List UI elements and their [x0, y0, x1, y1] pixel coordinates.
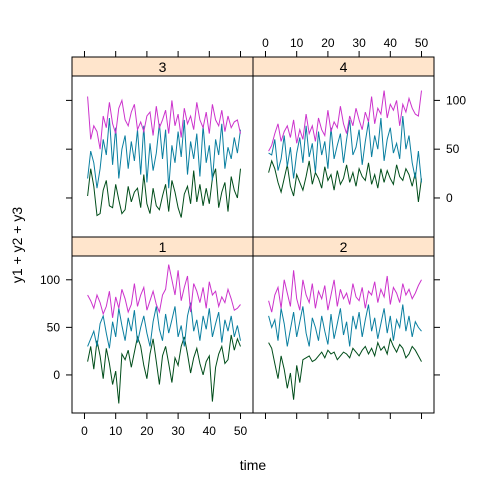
y-tick-label: 0 [53, 368, 60, 382]
series-line-y1-panel-4 [268, 159, 422, 202]
series-line-y2-panel-1 [87, 302, 241, 349]
series-line-y2-panel-2 [268, 304, 422, 347]
series-layer-3 [87, 96, 241, 218]
series-line-y1-panel-2 [268, 337, 422, 400]
strip-label-3: 3 [159, 59, 167, 75]
x-tick-label: 40 [384, 36, 398, 50]
panel-group-3: 3 [71, 56, 254, 238]
series-layer-1 [87, 264, 241, 404]
x-tick-label: 0 [262, 36, 269, 50]
series-line-y1-panel-3 [87, 168, 241, 218]
y-axis-title: y1 + y2 + y3 [9, 207, 25, 283]
x-axis-title: time [240, 457, 267, 473]
x-tick-label: 10 [109, 424, 123, 438]
x-tick-label: 50 [415, 36, 429, 50]
series-layer-4 [268, 90, 422, 202]
series-line-y3-panel-4 [268, 90, 422, 152]
x-tick-label: 40 [203, 424, 217, 438]
series-layer-2 [268, 270, 422, 400]
y-tick-label: 0 [446, 191, 453, 205]
strip-label-2: 2 [340, 239, 348, 255]
axis-ticks-layer: 0 10 20 30 40 50 0 10 20 30 40 50 0 50 100 0 50 100 [40, 36, 466, 438]
x-tick-label: 0 [81, 424, 88, 438]
strip-label-1: 1 [159, 239, 167, 255]
x-tick-label: 30 [171, 424, 185, 438]
panel-group-4: 4 [252, 56, 435, 238]
y-tick-label: 50 [446, 142, 460, 156]
strip-label-4: 4 [340, 59, 348, 75]
x-tick-label: 30 [352, 36, 366, 50]
y-tick-label: 100 [446, 93, 466, 107]
y-tick-label: 50 [47, 320, 61, 334]
series-line-y3-panel-2 [268, 270, 422, 313]
panel-group-2: 2 [252, 236, 435, 414]
series-line-y2-panel-3 [87, 117, 241, 189]
plot-area-1 [71, 255, 254, 414]
panel-group-1: 1 [71, 236, 254, 414]
series-line-y3-panel-3 [87, 96, 241, 150]
y-tick-label: 100 [40, 273, 60, 287]
x-tick-label: 20 [321, 36, 335, 50]
x-tick-label: 20 [140, 424, 154, 438]
x-tick-label: 50 [234, 424, 248, 438]
series-line-y3-panel-1 [87, 264, 241, 318]
plot-area-2 [252, 255, 435, 414]
x-tick-label: 10 [290, 36, 304, 50]
series-line-y2-panel-4 [268, 115, 422, 183]
series-line-y1-panel-1 [87, 334, 241, 404]
plot-area-4 [252, 75, 435, 238]
